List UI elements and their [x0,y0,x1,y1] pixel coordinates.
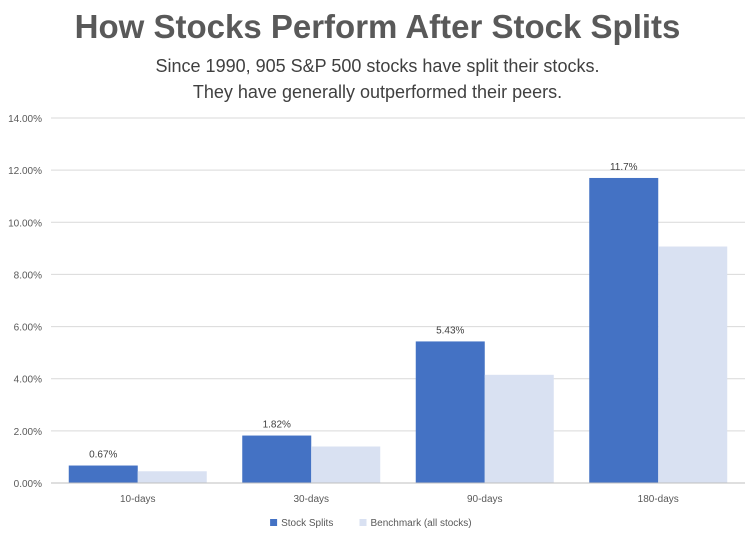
y-tick-label: 12.00% [8,166,42,177]
y-tick-label: 6.00% [14,323,42,334]
legend-swatch [359,519,367,526]
chart-subtitle-line-1: Since 1990, 905 S&P 500 stocks have spli… [155,56,600,76]
bar-stock-splits [415,341,485,483]
data-label: 1.82% [263,420,291,431]
y-tick-label: 8.00% [14,270,42,281]
data-label: 5.43% [436,325,464,336]
legend-label: Benchmark (all stocks) [371,518,472,529]
legend-label: Stock Splits [281,518,333,529]
bar-benchmark [137,471,207,483]
data-label: 11.7% [610,162,638,173]
x-tick-label: 10-days [120,494,156,505]
bar-benchmark [311,446,381,483]
bar-benchmark [658,246,728,483]
bar-benchmark [484,374,554,483]
chart-title: How Stocks Perform After Stock Splits [74,8,681,45]
legend-swatch [270,519,278,526]
y-tick-label: 4.00% [14,375,42,386]
bar-stock-splits [242,435,312,483]
y-tick-label: 0.00% [14,479,42,490]
data-label: 0.67% [89,450,117,461]
x-tick-label: 30-days [293,494,329,505]
y-tick-label: 10.00% [8,218,42,229]
x-tick-label: 90-days [467,494,503,505]
chart-subtitle-line-2: They have generally outperformed their p… [192,82,563,102]
y-tick-label: 2.00% [14,427,42,438]
bar-stock-splits [589,177,659,483]
x-tick-label: 180-days [638,494,679,505]
y-tick-label: 14.00% [8,114,42,125]
bar-stock-splits [68,465,138,483]
